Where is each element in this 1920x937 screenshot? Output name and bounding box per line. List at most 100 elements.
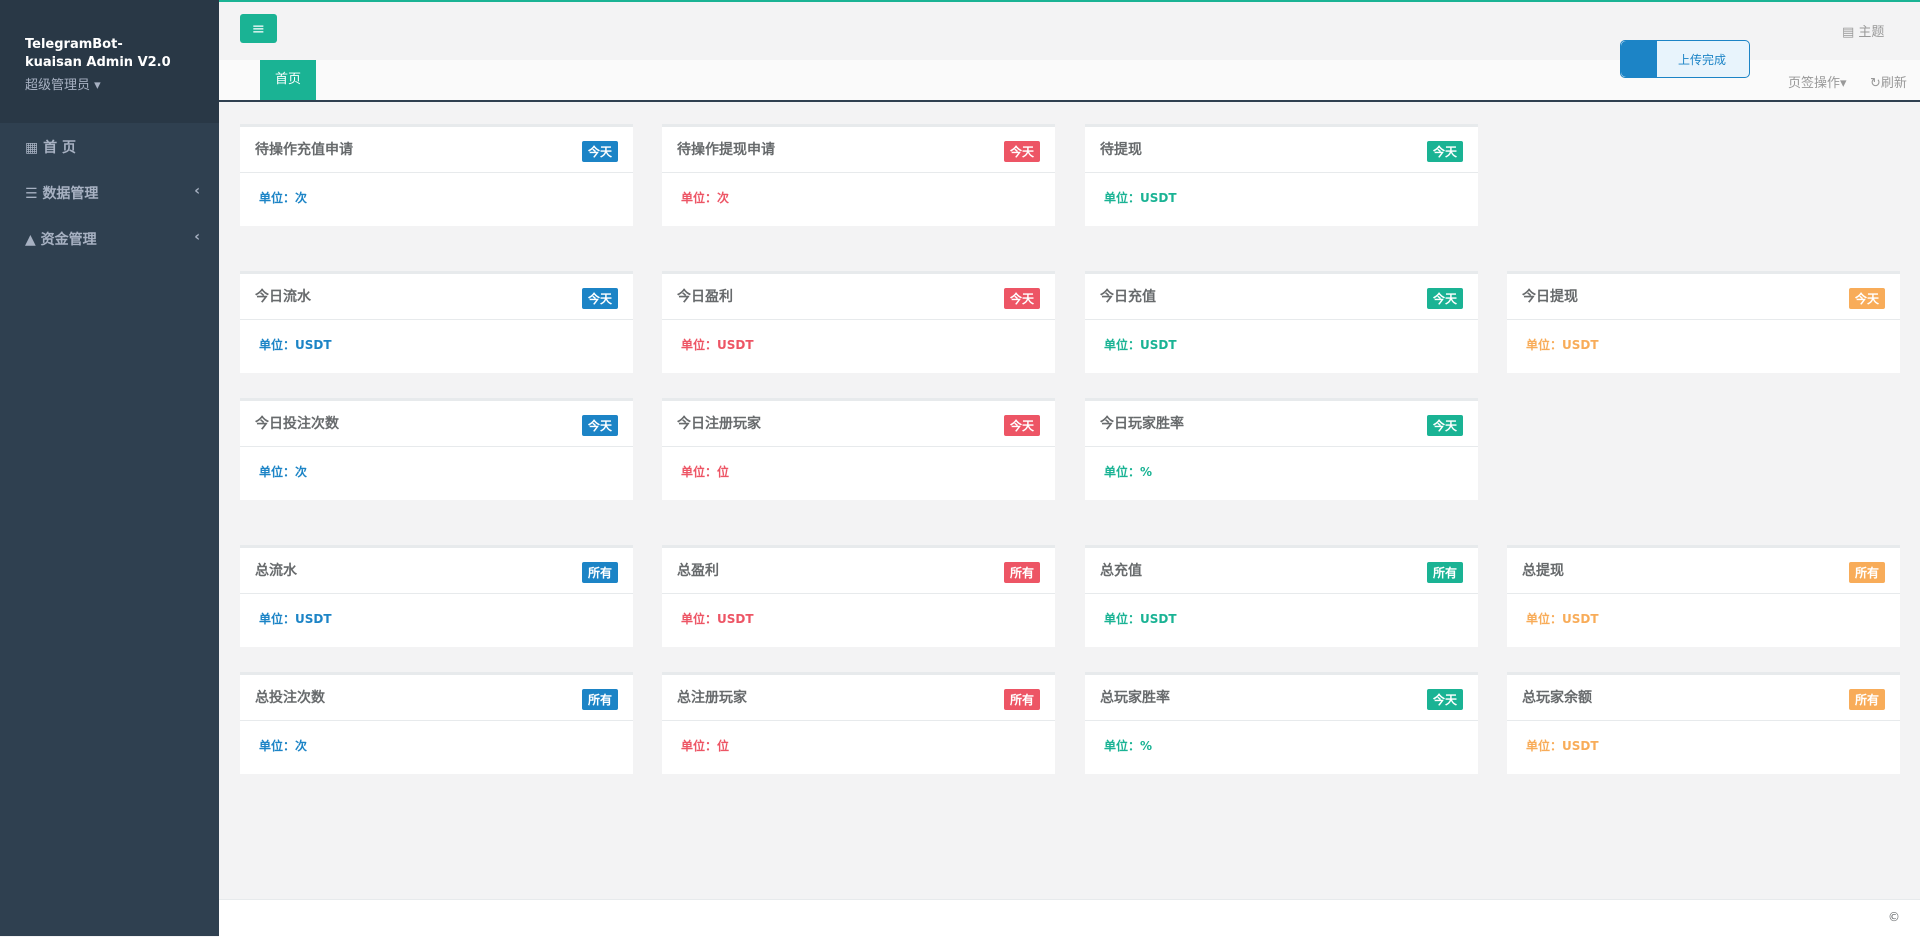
card-title: 今日盈利 xyxy=(677,289,733,305)
card-title: 总玩家余额 xyxy=(1522,690,1592,706)
stat-card: 总玩家余额 所有单位：USDT xyxy=(1507,672,1900,774)
card-title: 今日注册玩家 xyxy=(677,416,761,432)
unit: 单位：USDT xyxy=(1104,612,1177,626)
divider xyxy=(240,593,633,594)
menu-label[interactable]: 首 页 xyxy=(43,140,76,156)
badge: 所有 xyxy=(1848,562,1885,583)
toast-text: 上传完成 xyxy=(1678,53,1727,67)
unit: 单位：USDT xyxy=(1104,338,1177,352)
menu-label[interactable]: 资金管理 xyxy=(40,232,97,248)
theme[interactable]: ▤ 主题 xyxy=(1842,25,1885,40)
tab-ops-label[interactable]: 页签操作 xyxy=(1788,76,1841,91)
card-title: 总流水 xyxy=(255,563,297,579)
stat-card: 总盈利 所有单位：USDT xyxy=(662,545,1055,647)
refresh-label[interactable]: 刷新 xyxy=(1880,76,1907,91)
card-title: 总投注次数 xyxy=(255,690,325,706)
menu-item[interactable]: ▦ 首 页 xyxy=(25,140,76,156)
stat-card: 总投注次数 所有单位：次 xyxy=(240,672,633,774)
user-name[interactable]: 超级管理员 xyxy=(25,78,91,93)
unit: 单位：% xyxy=(1104,739,1153,753)
card-title: 待操作充值申请 xyxy=(255,142,353,158)
stat-card: 总提现 所有 单位：USDT xyxy=(1507,545,1900,647)
menu-item[interactable]: ▲ 资金管理 ‹ xyxy=(25,229,200,248)
divider xyxy=(1085,446,1478,447)
divider xyxy=(662,593,1055,594)
badge: 所有 xyxy=(1003,562,1040,583)
stat-card: 今日充值 今天单位：USDT xyxy=(1085,271,1478,373)
badge: 今天 xyxy=(1003,415,1040,436)
divider xyxy=(1085,172,1478,173)
unit: 单位：次 xyxy=(259,465,308,479)
unit: 单位：位 xyxy=(681,739,730,753)
stat-card: 待操作充值申请 今天单位：次 xyxy=(240,124,633,226)
unit: 单位：USDT xyxy=(1526,612,1599,626)
divider xyxy=(662,446,1055,447)
stat-card: 待提现 今天 单位：USDT xyxy=(1085,124,1478,226)
card-title: 总充值 xyxy=(1100,563,1142,579)
unit: 单位：% xyxy=(1104,465,1153,479)
stat-card: 今日玩家胜率 今天单位：% xyxy=(1085,398,1478,500)
card-title: 今日充值 xyxy=(1100,289,1156,305)
stat-card: 总玩家胜率 今天单位：% xyxy=(1085,672,1478,774)
unit: 单位：USDT xyxy=(259,612,332,626)
stat-card: 待操作提现申请 今天单位：次 xyxy=(662,124,1055,226)
stat-card: 今日盈利 今天单位：USDT xyxy=(662,271,1055,373)
card-title: 今日玩家胜率 xyxy=(1100,416,1184,432)
menu-label[interactable]: 数据管理 xyxy=(42,186,99,202)
brand: TelegramBot-kuaisan Admin V2.0 xyxy=(25,37,171,70)
footer: © xyxy=(219,899,1920,937)
badge: 所有 xyxy=(581,689,618,710)
refresh[interactable]: ↻刷新 xyxy=(1870,76,1907,91)
badge: 今天 xyxy=(1426,689,1463,710)
badge: 今天 xyxy=(581,415,618,436)
divider xyxy=(1085,720,1478,721)
menu-item[interactable]: ☰ 数据管理 ‹ xyxy=(25,183,200,202)
badge: 所有 xyxy=(1848,689,1885,710)
unit: 单位：次 xyxy=(681,191,730,205)
badge: 所有 xyxy=(1426,562,1463,583)
divider xyxy=(1085,319,1478,320)
unit: 单位：次 xyxy=(259,739,308,753)
tab-ops[interactable]: 页签操作▾ xyxy=(1788,76,1847,91)
unit: 单位：USDT xyxy=(1104,191,1177,205)
card-title: 总玩家胜率 xyxy=(1100,690,1170,706)
card-title: 今日投注次数 xyxy=(255,416,339,432)
divider xyxy=(662,319,1055,320)
badge: 所有 xyxy=(1003,689,1040,710)
badge: 今天 xyxy=(1003,288,1040,309)
footer-text: © xyxy=(1888,910,1900,924)
badge: 今天 xyxy=(581,288,618,309)
unit: 单位：USDT xyxy=(1526,739,1599,753)
badge: 今天 xyxy=(1003,141,1040,162)
card-title: 总盈利 xyxy=(677,563,719,579)
divider xyxy=(240,446,633,447)
unit: 单位：USDT xyxy=(259,338,332,352)
divider xyxy=(240,319,633,320)
badge: 今天 xyxy=(1426,288,1463,309)
card-title: 待操作提现申请 xyxy=(677,142,775,158)
unit: 单位：次 xyxy=(259,191,308,205)
badge: 今天 xyxy=(1426,141,1463,162)
stat-card: 今日流水 今天单位：USDT xyxy=(240,271,633,373)
user[interactable]: 超级管理员 ▾ xyxy=(25,78,101,93)
theme-label[interactable]: 主题 xyxy=(1858,25,1885,40)
divider xyxy=(662,720,1055,721)
card-title: 今日提现 xyxy=(1522,289,1578,305)
stat-card: 总流水 所有 单位：USDT xyxy=(240,545,633,647)
tab[interactable]: 首页 xyxy=(260,60,316,100)
divider xyxy=(1085,593,1478,594)
unit: 单位：位 xyxy=(681,465,730,479)
stat-card: 今日注册玩家 今天单位：位 xyxy=(662,398,1055,500)
divider xyxy=(1507,319,1900,320)
menu-toggle[interactable]: ≡ xyxy=(240,14,277,43)
badge: 今天 xyxy=(1848,288,1885,309)
stat-card: 今日提现 今天 单位：USDT xyxy=(1507,271,1900,373)
badge: 今天 xyxy=(581,141,618,162)
divider xyxy=(240,172,633,173)
card-title: 今日流水 xyxy=(255,289,311,305)
toast-icon xyxy=(1621,41,1657,77)
unit: 单位：USDT xyxy=(681,612,754,626)
unit: 单位：USDT xyxy=(681,338,754,352)
badge: 今天 xyxy=(1426,415,1463,436)
